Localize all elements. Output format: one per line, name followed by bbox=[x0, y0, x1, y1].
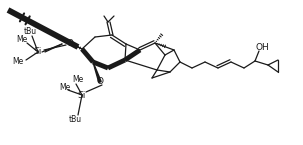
Text: tBu: tBu bbox=[68, 116, 82, 125]
Text: Me: Me bbox=[72, 76, 84, 85]
Polygon shape bbox=[93, 62, 101, 82]
Text: Me: Me bbox=[16, 36, 28, 45]
Text: Si: Si bbox=[78, 90, 86, 99]
Text: Me: Me bbox=[12, 58, 24, 67]
Text: Me: Me bbox=[59, 84, 71, 93]
Text: O: O bbox=[66, 39, 74, 48]
Text: Si: Si bbox=[34, 48, 42, 57]
Text: tBu: tBu bbox=[23, 28, 37, 37]
Text: OH: OH bbox=[255, 44, 269, 52]
Text: O: O bbox=[96, 77, 104, 87]
